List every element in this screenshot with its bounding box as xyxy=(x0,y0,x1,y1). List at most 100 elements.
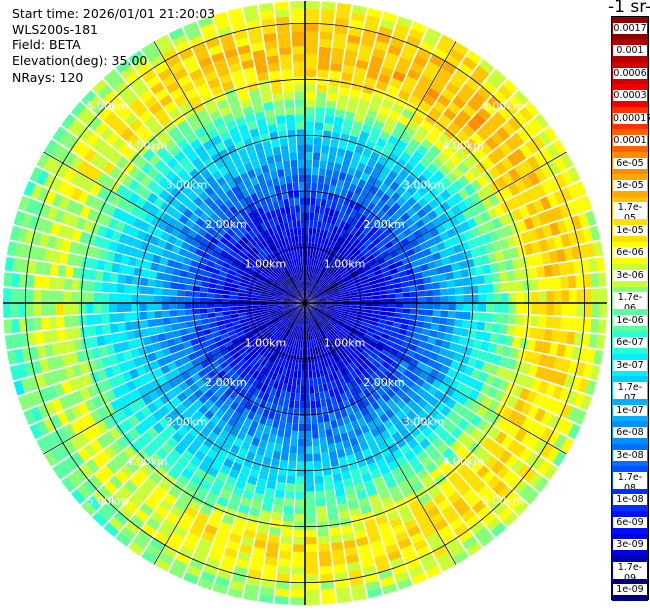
ray-gate-cell xyxy=(154,34,171,48)
ray-gate-cell xyxy=(401,404,412,415)
ray-gate-cell xyxy=(358,205,367,215)
ray-gate-cell xyxy=(347,255,356,263)
ray-gate-cell xyxy=(282,76,293,86)
ray-gate-cell xyxy=(169,144,181,157)
ray-gate-cell xyxy=(337,265,345,273)
ray-gate-cell xyxy=(67,118,82,134)
ray-gate-cell xyxy=(443,466,457,479)
ray-gate-cell xyxy=(545,316,554,329)
ray-gate-cell xyxy=(299,310,303,318)
ray-gate-cell xyxy=(122,161,135,174)
ray-gate-cell xyxy=(373,417,383,428)
ray-gate-cell xyxy=(503,100,518,116)
ray-gate-cell xyxy=(210,414,221,425)
ray-gate-cell xyxy=(13,380,25,396)
ray-gate-cell xyxy=(305,38,319,47)
ray-gate-cell xyxy=(142,336,152,346)
ray-gate-cell xyxy=(177,316,186,323)
ray-gate-cell xyxy=(184,219,195,229)
colorbar-tick-label: 6e-09 xyxy=(613,516,647,528)
ray-gate-cell xyxy=(209,191,220,202)
ray-gate-cell xyxy=(108,293,117,303)
ray-gate-cell xyxy=(527,155,540,171)
ray-gate-cell xyxy=(371,381,381,391)
ray-gate-cell xyxy=(433,454,446,467)
ray-gate-cell xyxy=(260,509,272,520)
ray-gate-cell xyxy=(436,354,446,364)
ray-gate-cell xyxy=(310,293,318,299)
ray-gate-cell xyxy=(210,250,220,259)
ray-gate-cell xyxy=(262,25,276,35)
ray-gate-cell xyxy=(323,334,330,343)
ray-gate-cell xyxy=(319,345,324,354)
ray-gate-cell xyxy=(422,414,434,426)
ray-gate-cell xyxy=(203,437,215,449)
ray-gate-cell xyxy=(173,67,188,81)
ray-gate-cell xyxy=(3,319,13,334)
ray-gate-cell xyxy=(94,121,109,137)
ray-gate-cell xyxy=(262,258,270,266)
ray-gate-cell xyxy=(310,355,315,364)
ray-gate-cell xyxy=(134,423,147,436)
ray-gate-cell xyxy=(560,437,574,454)
ray-gate-cell xyxy=(230,224,240,234)
ray-gate-cell xyxy=(52,126,67,142)
ray-gate-cell xyxy=(185,61,200,74)
ray-gate-cell xyxy=(228,237,238,246)
ray-gate-cell xyxy=(262,571,276,581)
ray-gate-cell xyxy=(291,174,299,183)
ray-gate-cell xyxy=(353,394,362,404)
ray-gate-cell xyxy=(335,10,351,20)
ray-gate-cell xyxy=(163,492,177,506)
ray-gate-cell xyxy=(292,182,299,191)
ray-gate-cell xyxy=(282,84,294,93)
ray-gate-cell xyxy=(429,144,441,157)
ray-gate-cell xyxy=(184,297,192,303)
ray-gate-cell xyxy=(445,54,461,69)
ray-gate-cell xyxy=(396,207,406,217)
ray-gate-cell xyxy=(310,316,315,325)
ray-gate-cell xyxy=(140,175,153,188)
ray-gate-cell xyxy=(501,292,509,303)
ray-gate-cell xyxy=(269,345,277,354)
ray-gate-cell xyxy=(159,429,172,442)
ray-gate-cell xyxy=(444,434,457,447)
ray-gate-cell xyxy=(333,291,342,296)
ray-gate-cell xyxy=(161,295,170,303)
ray-gate-cell xyxy=(223,318,233,325)
ray-gate-cell xyxy=(254,485,266,495)
ray-gate-cell xyxy=(178,248,188,257)
ray-gate-cell xyxy=(237,239,247,248)
ray-gate-cell xyxy=(352,521,365,532)
ray-gate-cell xyxy=(516,349,527,361)
ray-gate-cell xyxy=(43,434,57,450)
ray-gate-cell xyxy=(462,209,473,221)
ray-gate-cell xyxy=(400,82,415,95)
ray-gate-cell xyxy=(476,86,492,101)
ray-gate-cell xyxy=(462,385,473,397)
ray-gate-cell xyxy=(92,79,108,95)
ray-gate-cell xyxy=(200,281,209,288)
ray-gate-cell xyxy=(377,423,387,434)
ray-gate-cell xyxy=(69,420,83,435)
ray-gate-cell xyxy=(349,294,358,299)
ray-gate-cell xyxy=(311,362,316,371)
ray-gate-cell xyxy=(202,328,212,336)
ray-gate-cell xyxy=(301,370,305,379)
ray-gate-cell xyxy=(571,346,581,361)
ray-gate-cell xyxy=(317,311,324,317)
ray-gate-cell xyxy=(314,235,319,244)
ray-gate-cell xyxy=(542,224,553,238)
ray-gate-cell xyxy=(322,459,331,469)
ray-gate-cell xyxy=(163,120,176,133)
ray-gate-cell xyxy=(239,262,248,269)
ray-gate-cell xyxy=(273,269,280,277)
ray-gate-cell xyxy=(283,253,289,262)
colorbar-tick-label: 6e-06 xyxy=(613,247,647,259)
ray-gate-cell xyxy=(236,431,247,441)
ray-gate-cell xyxy=(108,516,124,532)
ray-gate-cell xyxy=(335,487,346,497)
ray-gate-cell xyxy=(506,270,516,282)
ray-gate-cell xyxy=(229,265,238,273)
ray-gate-cell xyxy=(450,360,460,371)
